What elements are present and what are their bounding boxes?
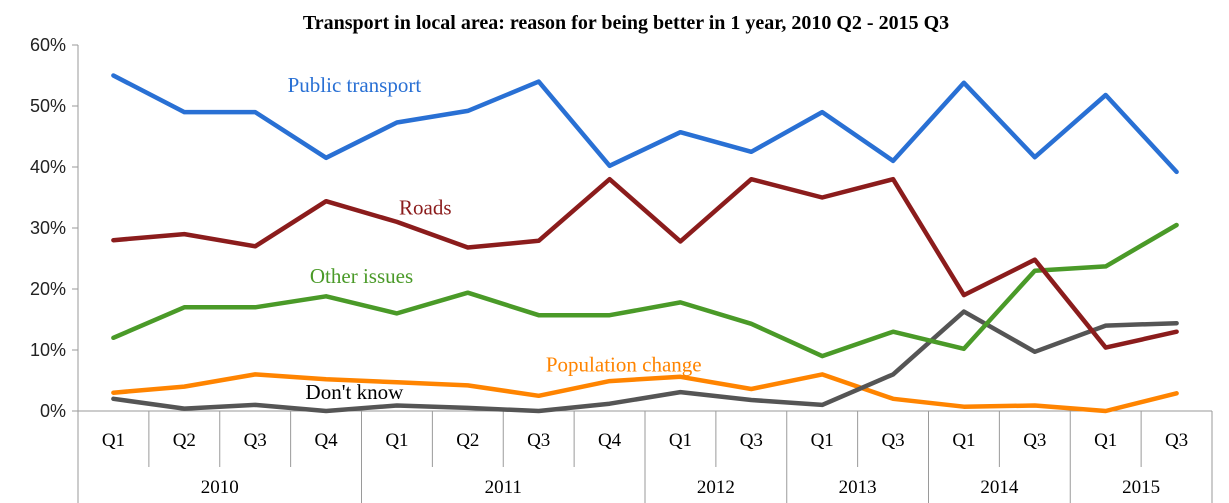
x-tick-label: Q1 <box>811 430 834 451</box>
series-lines <box>111 73 1179 414</box>
chart-title: Transport in local area: reason for bein… <box>303 12 949 34</box>
x-year-label: 2012 <box>697 477 735 498</box>
x-tick-label: Q2 <box>456 430 479 451</box>
x-tick-label: Q1 <box>385 430 408 451</box>
y-tick-label: 20% <box>30 279 66 299</box>
series-line <box>111 222 1179 359</box>
y-tick-label: 10% <box>30 340 66 360</box>
x-year-label: 2015 <box>1122 477 1160 498</box>
y-tick-label: 30% <box>30 218 66 238</box>
series-line <box>111 176 1179 350</box>
y-tick-label: 60% <box>30 35 66 55</box>
y-tick-label: 50% <box>30 96 66 116</box>
x-tick-label: Q3 <box>740 430 763 451</box>
series-label: Don't know <box>306 380 405 404</box>
x-year-label: 2010 <box>201 477 239 498</box>
series-line <box>111 309 1179 414</box>
series-line <box>111 372 1179 414</box>
x-tick-label: Q4 <box>598 430 622 451</box>
series-label: Public transport <box>288 73 422 97</box>
y-tick-label: 0% <box>40 401 66 421</box>
x-tick-label: Q1 <box>102 430 125 451</box>
x-tick-label: Q3 <box>527 430 550 451</box>
series-label: Roads <box>399 196 452 220</box>
x-tick-label: Q4 <box>314 430 338 451</box>
y-tick-label: 40% <box>30 157 66 177</box>
series-line <box>111 73 1179 175</box>
x-tick-label: Q2 <box>173 430 196 451</box>
x-tick-label: Q3 <box>1165 430 1188 451</box>
series-labels: Public transport Roads Other issues Populat… <box>288 73 702 404</box>
x-year-label: 2013 <box>839 477 877 498</box>
series-label: Population change <box>546 352 702 376</box>
x-year-label: 2011 <box>485 477 522 498</box>
x-tick-label: Q1 <box>669 430 692 451</box>
x-tick-label: Q3 <box>244 430 267 451</box>
x-tick-label: Q1 <box>1094 430 1117 451</box>
series-label: Other issues <box>310 264 413 288</box>
x-tick-label: Q1 <box>952 430 975 451</box>
x-tick-label: Q3 <box>881 430 904 451</box>
x-tick-label: Q3 <box>1023 430 1046 451</box>
x-year-label: 2014 <box>980 477 1019 498</box>
axes: 0% 10% 20% 30% 40% 50% 60% Q1 Q2 Q3 Q4 Q1 Q2 Q3 Q4 Q1 Q3… <box>30 35 1213 503</box>
